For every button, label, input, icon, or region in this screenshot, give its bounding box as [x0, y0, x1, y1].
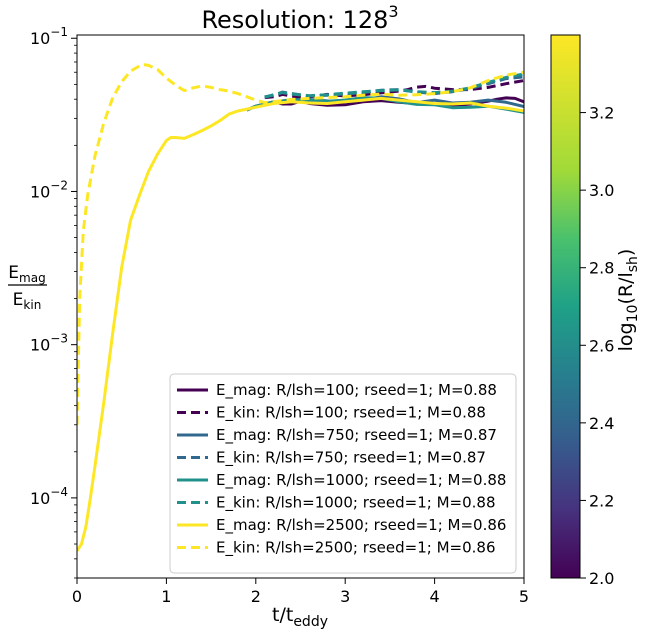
y-tick-label: 10−1	[30, 25, 68, 48]
legend-label: E_kin: R/lsh=750; rseed=1; M=0.87	[216, 449, 486, 468]
x-tick-label: 0	[72, 587, 82, 606]
x-tick-label: 4	[430, 587, 440, 606]
legend-label: E_kin: R/lsh=1000; rseed=1; M=0.88	[216, 494, 496, 513]
plot-frame	[76, 34, 525, 579]
y-axis-label: Emag Ekin	[8, 263, 47, 312]
x-tick-label: 1	[161, 587, 171, 606]
y-tick-label: 10−3	[30, 332, 68, 355]
series-line-6	[77, 96, 524, 552]
x-tick-label: 3	[340, 587, 350, 606]
colorbar-label: log10(R/lsh)	[615, 249, 641, 352]
svg-text:Emag: Emag	[8, 263, 45, 285]
legend-label: E_kin: R/lsh=2500; rseed=1; M=0.86	[216, 539, 496, 558]
legend-label: E_mag: R/lsh=100; rseed=1; M=0.88	[216, 381, 497, 400]
colorbar-tick-label: 2.0	[589, 569, 614, 588]
colorbar: 2.0 2.2 2.4 2.6 2.8 3.0 3.2 log10(R/lsh)	[550, 34, 641, 588]
y-tick-label: 10−2	[30, 178, 68, 201]
svg-text:Ekin: Ekin	[13, 290, 42, 312]
x-tick-label: 5	[519, 587, 529, 606]
colorbar-tick-label: 2.4	[589, 414, 614, 433]
series-line-7	[77, 63, 524, 425]
legend: E_mag: R/lsh=100; rseed=1; M=0.88 E_kin: …	[169, 373, 517, 574]
colorbar-tick-label: 2.2	[589, 491, 614, 510]
colorbar-tick-label: 2.8	[589, 259, 614, 278]
legend-label: E_mag: R/lsh=2500; rseed=1; M=0.86	[216, 516, 506, 535]
legend-label: E_mag: R/lsh=1000; rseed=1; M=0.88	[216, 471, 506, 490]
chart-title: Resolution: 1283	[201, 2, 398, 34]
x-axis-label: t/teddy	[272, 604, 328, 630]
x-tick-label: 2	[251, 587, 261, 606]
legend-label: E_kin: R/lsh=100; rseed=1; M=0.88	[216, 404, 486, 423]
colorbar-tick-label: 2.6	[589, 336, 614, 355]
legend-label: E_mag: R/lsh=750; rseed=1; M=0.87	[216, 426, 497, 445]
colorbar-tick-label: 3.0	[589, 181, 614, 200]
y-tick-label: 10−4	[30, 485, 68, 508]
colorbar-tick-label: 3.2	[589, 104, 614, 123]
